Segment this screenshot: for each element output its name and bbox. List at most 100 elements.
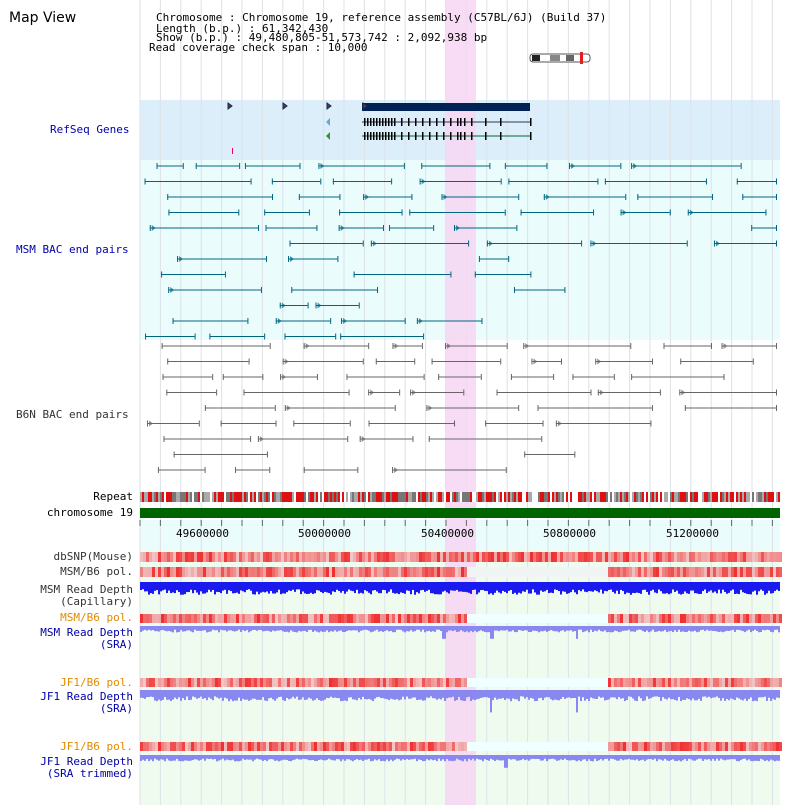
jf1-depth-trim bbox=[258, 755, 260, 760]
b6n-bac-pair bbox=[776, 343, 777, 349]
repeat-segment bbox=[254, 492, 256, 502]
jf1-pol-heat bbox=[278, 678, 281, 687]
msm-pol-heat bbox=[683, 567, 686, 577]
b6n-bac-pair bbox=[216, 389, 218, 396]
jf1-depth-sra bbox=[142, 690, 144, 698]
jf1-depth-sra bbox=[366, 690, 368, 700]
track-label-msm-bac[interactable]: MSM BAC end pairs bbox=[16, 243, 129, 256]
repeat-segment bbox=[198, 492, 200, 502]
msm-bac-pair bbox=[705, 178, 707, 185]
repeat-segment bbox=[316, 492, 318, 502]
b6n-bac-pair bbox=[557, 420, 562, 427]
msm-depth-cap bbox=[250, 582, 252, 591]
msm-bac-pair bbox=[299, 163, 301, 169]
repeat-segment bbox=[734, 492, 736, 502]
msm-depth-cap bbox=[584, 582, 586, 592]
track-label-b6n-bac[interactable]: B6N BAC end pairs bbox=[16, 408, 129, 421]
track-label-refseq[interactable]: RefSeq Genes bbox=[50, 123, 130, 136]
jf1-depth-trim bbox=[684, 755, 686, 759]
msm-pol-heat bbox=[335, 567, 338, 577]
msm-pol-heat bbox=[440, 567, 443, 577]
repeat-segment bbox=[742, 492, 744, 502]
jf1-depth-trim bbox=[534, 755, 536, 760]
jf1-pol-heat bbox=[614, 678, 617, 687]
jf1-depth-trim bbox=[710, 755, 712, 761]
msm-pol-heat bbox=[731, 567, 734, 577]
jf1-depth-trim bbox=[762, 755, 764, 760]
msm-depth-cap bbox=[456, 582, 458, 590]
jf1-pol-heat bbox=[560, 742, 563, 751]
msm-pol-heat bbox=[431, 567, 434, 577]
msm-pol-heat bbox=[413, 567, 416, 577]
jf1-depth-trim bbox=[712, 755, 714, 759]
jf1-depth-trim bbox=[292, 755, 294, 761]
repeat-segment bbox=[424, 492, 426, 502]
msm-bac-pair bbox=[275, 318, 277, 324]
repeat-segment bbox=[638, 492, 640, 502]
jf1-depth-sra bbox=[294, 690, 296, 699]
jf1-depth-trim bbox=[650, 755, 652, 760]
msm-depth-cap bbox=[554, 582, 556, 590]
msm-depth-cap bbox=[298, 582, 300, 590]
jf1-pol-heat bbox=[659, 678, 662, 687]
msm-depth-sra bbox=[502, 626, 504, 631]
dbsnp-heat bbox=[659, 552, 662, 562]
msm-depth-cap bbox=[144, 582, 146, 592]
msm-depth-sra bbox=[168, 626, 170, 631]
msm-pol-heat bbox=[233, 567, 236, 577]
msm-pol-heat bbox=[719, 614, 722, 623]
msm-depth-sra bbox=[192, 626, 194, 633]
repeat-segment bbox=[686, 492, 688, 502]
b6n-bac-pair bbox=[161, 343, 163, 349]
jf1-depth-sra bbox=[336, 690, 338, 699]
dbsnp-heat bbox=[329, 552, 332, 562]
jf1-depth-trim bbox=[538, 755, 540, 760]
msm-pol-heat bbox=[272, 614, 275, 623]
jf1-depth-trim bbox=[184, 755, 186, 761]
msm-pol-heat bbox=[728, 567, 731, 577]
msm-depth-cap bbox=[730, 582, 732, 591]
dbsnp-heat bbox=[173, 552, 176, 562]
jf1-depth-trim bbox=[334, 755, 336, 761]
jf1-depth-sra bbox=[668, 690, 670, 698]
msm-depth-cap bbox=[312, 582, 314, 594]
jf1-depth-trim bbox=[698, 755, 700, 759]
jf1-depth-trim bbox=[688, 755, 690, 759]
msm-bac-pair bbox=[441, 194, 443, 200]
jf1-depth-sra bbox=[618, 690, 620, 698]
msm-pol-heat bbox=[191, 567, 194, 577]
repeat-segment bbox=[242, 492, 244, 502]
repeat-segment bbox=[718, 492, 720, 502]
dbsnp-heat bbox=[596, 552, 599, 562]
jf1-depth-sra bbox=[512, 690, 514, 699]
msm-pol-heat bbox=[764, 567, 767, 577]
msm-depth-cap bbox=[766, 582, 768, 594]
dbsnp-heat bbox=[578, 552, 581, 562]
dbsnp-heat bbox=[764, 552, 767, 562]
repeat-segment bbox=[466, 492, 468, 502]
msm-bac-pair bbox=[504, 209, 506, 216]
msm-pol-heat bbox=[743, 567, 746, 577]
jf1-pol-heat bbox=[614, 742, 617, 751]
msm-pol-heat bbox=[599, 567, 602, 577]
repeat-segment bbox=[170, 492, 172, 502]
jf1-depth-sra bbox=[472, 690, 474, 700]
msm-bac-pair bbox=[337, 256, 339, 262]
msm-depth-cap bbox=[334, 582, 336, 593]
msm-depth-sra bbox=[412, 626, 414, 632]
dbsnp-heat bbox=[197, 552, 200, 562]
gene-arrow bbox=[326, 118, 330, 126]
msm-pol-heat bbox=[485, 614, 488, 623]
msm-pol-heat bbox=[665, 567, 668, 577]
jf1-pol-heat bbox=[542, 742, 545, 751]
jf1-depth-sra bbox=[694, 690, 696, 701]
jf1-pol-heat bbox=[773, 742, 776, 751]
dbsnp-heat bbox=[425, 552, 428, 562]
exon bbox=[530, 118, 532, 126]
repeat-segment bbox=[550, 492, 552, 502]
repeat-segment bbox=[220, 492, 222, 502]
b6n-bac-pair bbox=[198, 420, 200, 427]
jf1-depth-trim bbox=[144, 755, 146, 761]
b6n-bac-pair bbox=[525, 343, 530, 349]
jf1-pol-heat bbox=[770, 742, 773, 751]
